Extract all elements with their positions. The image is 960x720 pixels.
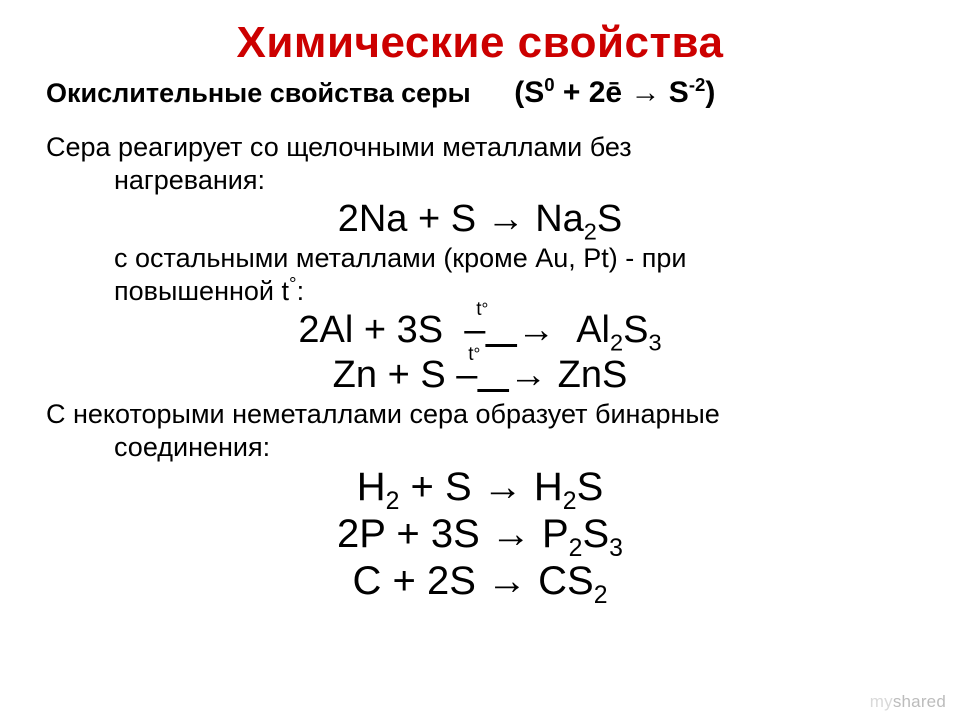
- para-1-line-2: нагревания:: [46, 165, 914, 196]
- para-1-line-1: Сера реагирует со щелочными металлами бе…: [46, 132, 914, 163]
- equation-1: 2Na + S → Na2S: [46, 198, 914, 241]
- para-2-line-1: c остальными металлами (кроме Au, Pt) - …: [46, 243, 914, 274]
- temp-arrow-icon: t°– →: [456, 354, 547, 397]
- equation-3: Zn + S t°– → ZnS: [46, 354, 914, 397]
- slide: Химические свойства Окислительные свойст…: [0, 0, 960, 720]
- watermark: myshared: [870, 692, 946, 712]
- equation-4: H2 + S → H2S: [46, 465, 914, 510]
- equation-6: C + 2S → CS2: [46, 559, 914, 604]
- subtitle-row: Окислительные свойства серы (S0 + 2ē → S…: [46, 76, 914, 110]
- equation-5: 2P + 3S → P2S3: [46, 512, 914, 557]
- para-3-line-1: С некоторыми неметаллами сера образует б…: [46, 399, 914, 430]
- page-title: Химические свойства: [46, 18, 914, 68]
- subtitle-left: Окислительные свойства серы: [46, 78, 471, 108]
- subtitle-right: (S0 + 2ē → S-2): [514, 76, 715, 109]
- para-3-line-2: соединения:: [46, 432, 914, 463]
